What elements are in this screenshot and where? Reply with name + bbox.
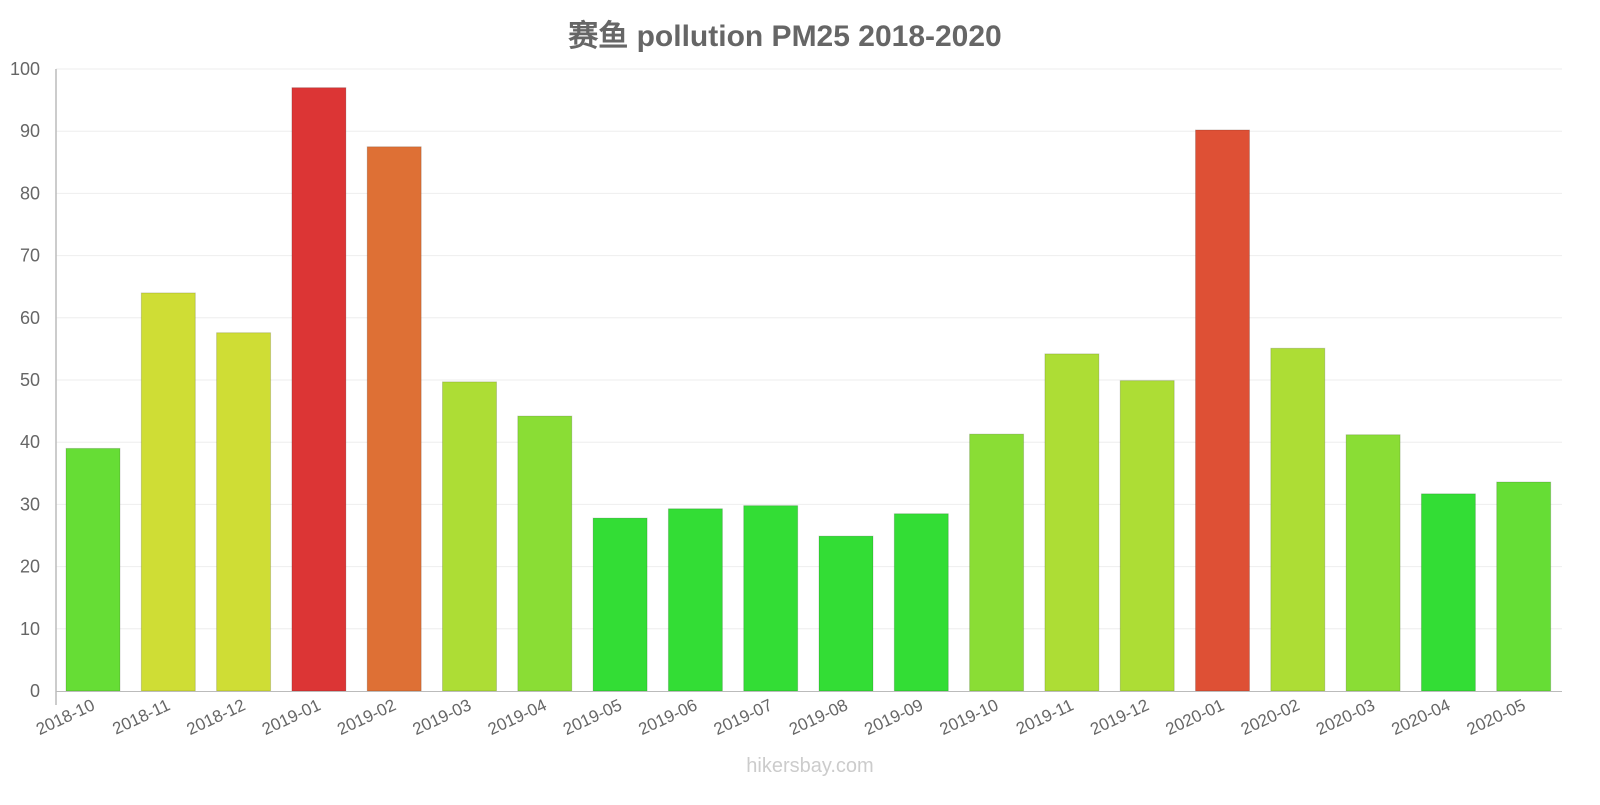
x-tick-label: 2018-11 xyxy=(110,695,173,738)
x-tick-label: 2020-03 xyxy=(1313,695,1378,739)
x-tick-label: 2018-10 xyxy=(33,695,98,739)
x-tick-label: 2019-05 xyxy=(560,695,625,739)
x-tick-label: 2020-01 xyxy=(1163,695,1228,739)
y-tick-label: 30 xyxy=(20,494,40,514)
chart-title: 赛鱼 pollution PM25 2018-2020 xyxy=(568,19,1001,53)
bar-2018-12[interactable] xyxy=(216,332,272,692)
x-tick-label: 2019-10 xyxy=(937,695,1002,739)
y-tick-label: 90 xyxy=(20,121,40,141)
x-tick-label: 2018-12 xyxy=(184,695,249,739)
x-tick-label: 2019-12 xyxy=(1087,695,1152,739)
y-tick-label: 70 xyxy=(20,246,40,266)
footer-watermark: hikersbay.com xyxy=(746,755,873,777)
bar-2020-04[interactable] xyxy=(1420,493,1476,692)
y-tick-label: 10 xyxy=(20,619,40,639)
y-tick-label: 20 xyxy=(20,557,40,577)
bar-2020-03[interactable] xyxy=(1345,434,1401,692)
x-tick-label: 2019-11 xyxy=(1013,695,1076,738)
x-tick-label: 2019-04 xyxy=(485,695,550,739)
y-tick-label: 0 xyxy=(30,681,40,701)
bar-2019-09[interactable] xyxy=(893,513,949,692)
bar-2019-01[interactable] xyxy=(291,87,347,692)
bar-2019-10[interactable] xyxy=(969,433,1025,692)
bar-2020-02[interactable] xyxy=(1270,347,1326,692)
x-tick-label: 2019-09 xyxy=(861,695,926,739)
bar-2019-06[interactable] xyxy=(667,508,723,692)
bar-2019-05[interactable] xyxy=(592,517,648,692)
y-tick-label: 40 xyxy=(20,432,40,452)
bar-2018-10[interactable] xyxy=(65,447,121,692)
x-tick-label: 2019-07 xyxy=(711,695,776,739)
x-tick-label: 2019-01 xyxy=(259,695,324,739)
y-tick-label: 50 xyxy=(20,370,40,390)
bar-2019-07[interactable] xyxy=(743,505,799,692)
x-tick-label: 2020-04 xyxy=(1389,695,1454,739)
bar-2019-03[interactable] xyxy=(442,381,497,692)
x-tick-label: 2019-08 xyxy=(786,695,851,739)
y-tick-label: 80 xyxy=(20,183,40,203)
y-tick-label: 60 xyxy=(20,308,40,328)
y-tick-label: 100 xyxy=(10,59,40,79)
x-tick-label: 2020-02 xyxy=(1238,695,1303,739)
bar-2019-11[interactable] xyxy=(1044,353,1100,692)
x-tick-label: 2019-03 xyxy=(410,695,475,739)
x-tick-label: 2019-06 xyxy=(636,695,701,739)
bar-2018-11[interactable] xyxy=(140,292,196,692)
bar-2020-01[interactable] xyxy=(1195,129,1250,692)
x-tick-label: 2020-05 xyxy=(1464,695,1529,739)
bar-2019-12[interactable] xyxy=(1119,380,1175,692)
x-tick-label: 2019-02 xyxy=(334,695,399,739)
bar-2019-02[interactable] xyxy=(366,146,422,692)
bar-2019-08[interactable] xyxy=(818,535,874,692)
bar-2020-05[interactable] xyxy=(1496,481,1552,692)
bar-2019-04[interactable] xyxy=(517,415,573,692)
